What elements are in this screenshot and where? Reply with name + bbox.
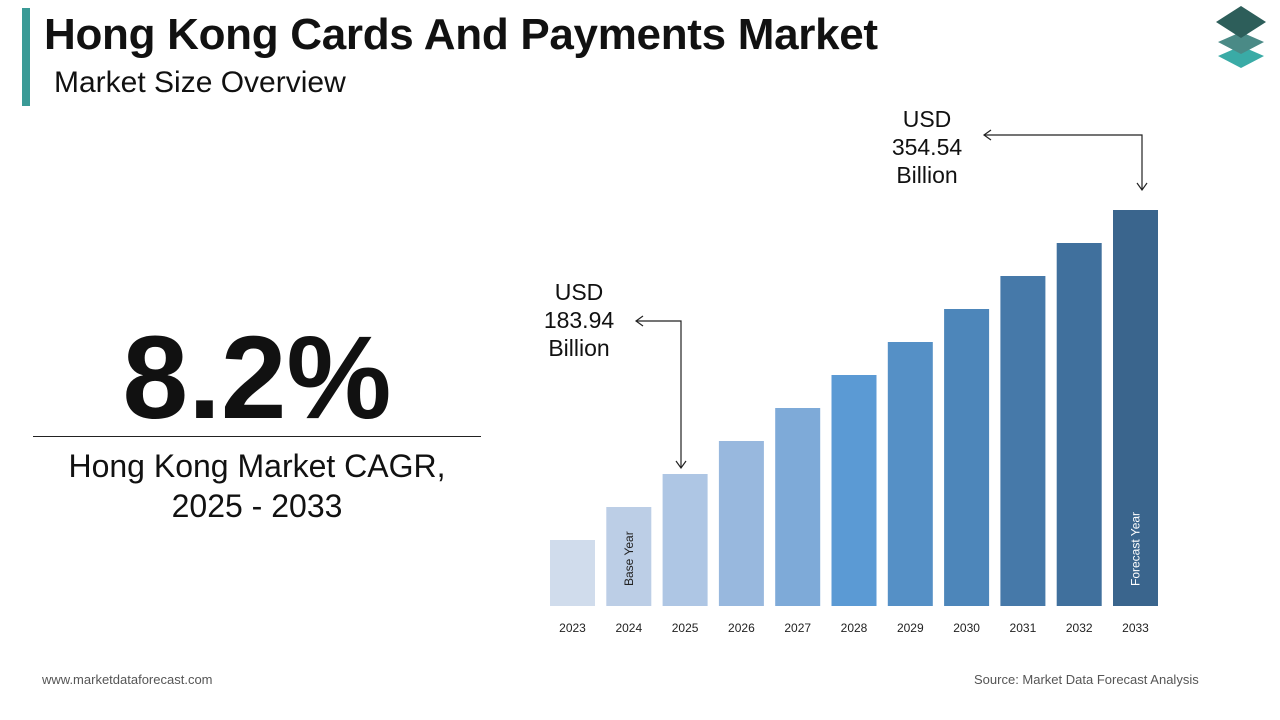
bar-2029 (887, 342, 933, 606)
cagr-value: 8.2% (122, 312, 392, 444)
annotation-arrow-2033 (982, 129, 1148, 192)
bar-2024 (606, 507, 652, 606)
divider (33, 436, 481, 437)
x-tick-label: 2026 (728, 621, 755, 635)
annotation-line: 354.54 (891, 134, 963, 160)
x-tick-label: 2024 (615, 621, 642, 635)
page-subtitle: Market Size Overview (54, 66, 346, 99)
cagr-label: Hong Kong Market CAGR, 2025 - 2033 (33, 446, 481, 526)
x-tick-label: 2027 (784, 621, 811, 635)
cagr-label-line2: 2025 - 2033 (171, 488, 343, 524)
x-tick-label: 2032 (1066, 621, 1093, 635)
annotation-2033: USD 354.54 Billion (872, 105, 982, 189)
annotation-line: Billion (896, 162, 958, 188)
bar-label: Forecast Year (1129, 512, 1143, 586)
cagr-label-line1: Hong Kong Market CAGR, (68, 448, 446, 484)
website-link[interactable]: www.marketdataforecast.com (42, 672, 213, 687)
x-tick-label: 2028 (841, 621, 868, 635)
bar-2028 (831, 375, 877, 606)
source-note: Source: Market Data Forecast Analysis (974, 672, 1199, 687)
annotation-line: USD (902, 106, 952, 132)
annotation-line: Billion (548, 335, 610, 361)
x-tick-label: 2025 (672, 621, 699, 635)
logo-icon (1216, 6, 1266, 68)
x-tick-label: 2031 (1010, 621, 1037, 635)
x-tick-label: 2030 (953, 621, 980, 635)
bar-2032 (1056, 243, 1102, 606)
annotation-line: USD (554, 279, 604, 305)
x-tick-label: 2029 (897, 621, 924, 635)
bar-2025 (662, 474, 708, 606)
bar-2033 (1113, 210, 1158, 606)
bar-label: Base Year (622, 531, 636, 586)
bar-2031 (1000, 276, 1046, 606)
bar-2030 (944, 309, 990, 606)
bar-2023 (550, 540, 595, 606)
page-title: Hong Kong Cards And Payments Market (44, 10, 878, 59)
annotation-arrow-2025 (634, 315, 687, 470)
bar-2027 (775, 408, 821, 606)
annotation-line: 183.94 (543, 307, 615, 333)
x-tick-label: 2033 (1122, 621, 1149, 635)
annotation-2025: USD 183.94 Billion (524, 278, 634, 362)
x-tick-label: 2023 (559, 621, 586, 635)
accent-bar (22, 8, 30, 106)
bar-2026 (718, 441, 764, 606)
